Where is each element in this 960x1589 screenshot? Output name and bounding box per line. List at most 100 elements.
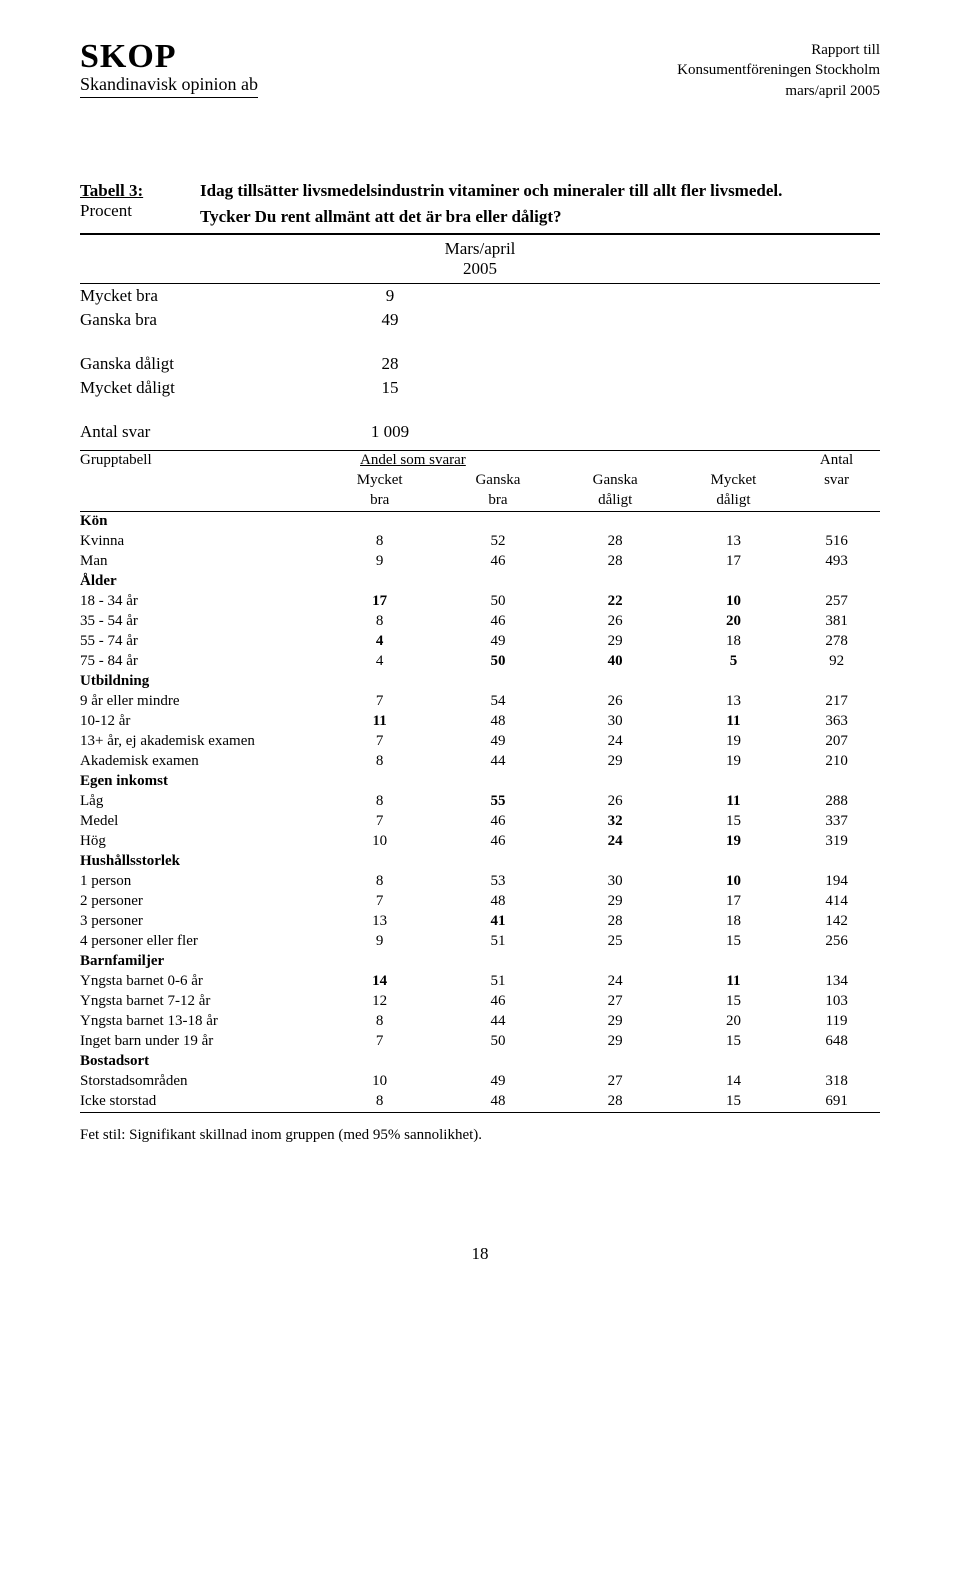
period-block: Mars/april 2005 <box>80 235 880 283</box>
cell: 18 <box>674 912 793 932</box>
brand-title: SKOP <box>80 40 258 74</box>
table-row: Inget barn under 19 år7502915648 <box>80 1032 880 1052</box>
row-label: 35 - 54 år <box>80 612 320 632</box>
cell: 29 <box>557 632 674 652</box>
cell: 13 <box>320 912 439 932</box>
section-label: Egen inkomst <box>80 772 880 792</box>
cell: 27 <box>557 1072 674 1092</box>
row-label: 18 - 34 år <box>80 592 320 612</box>
cell: 11 <box>674 712 793 732</box>
table-row: Yngsta barnet 7-12 år12462715103 <box>80 992 880 1012</box>
row-label: Yngsta barnet 0-6 år <box>80 972 320 992</box>
page-header: SKOP Skandinavisk opinion ab Rapport til… <box>80 40 880 101</box>
col-head: dåligt <box>674 491 793 512</box>
row-label: 75 - 84 år <box>80 652 320 672</box>
row-label: 2 personer <box>80 892 320 912</box>
section-header: Utbildning <box>80 672 880 692</box>
rule-bottom <box>80 1112 880 1113</box>
cell: 13 <box>674 692 793 712</box>
cell: 29 <box>557 1032 674 1052</box>
table-row: 4 personer eller fler9512515256 <box>80 932 880 952</box>
table-number-col: Tabell 3: Procent <box>80 181 200 227</box>
row-label: Kvinna <box>80 532 320 552</box>
section-header: Barnfamiljer <box>80 952 880 972</box>
cell: 7 <box>320 892 439 912</box>
cell: 10 <box>320 1072 439 1092</box>
period-line2: 2005 <box>80 259 880 279</box>
cell: 19 <box>674 752 793 772</box>
summary-table: Mycket bra9Ganska bra49 Ganska dåligt28M… <box>80 284 880 444</box>
cell: 24 <box>557 972 674 992</box>
cell: 50 <box>439 592 556 612</box>
andel-label: Andel som svarar <box>320 451 793 471</box>
cell: 48 <box>439 892 556 912</box>
cell: 17 <box>320 592 439 612</box>
cell: 54 <box>439 692 556 712</box>
table-row: 18 - 34 år17502210257 <box>80 592 880 612</box>
row-label: 3 personer <box>80 912 320 932</box>
row-label: Man <box>80 552 320 572</box>
table-row: 9 år eller mindre7542613217 <box>80 692 880 712</box>
col-head: Mycket <box>320 471 439 491</box>
table-row: Kvinna8522813516 <box>80 532 880 552</box>
table-row: 13+ år, ej akademisk examen7492419207 <box>80 732 880 752</box>
cell: 8 <box>320 752 439 772</box>
cell: 46 <box>439 812 556 832</box>
cell: 134 <box>793 972 880 992</box>
section-header: Ålder <box>80 572 880 592</box>
cell: 8 <box>320 1012 439 1032</box>
row-label: Yngsta barnet 7-12 år <box>80 992 320 1012</box>
row-label: Hög <box>80 832 320 852</box>
cell: 5 <box>674 652 793 672</box>
cell: 46 <box>439 992 556 1012</box>
cell: 7 <box>320 732 439 752</box>
cell: 51 <box>439 972 556 992</box>
summary-value: 1 009 <box>330 420 450 444</box>
cell: 46 <box>439 612 556 632</box>
table-title-row: Tabell 3: Procent Idag tillsätter livsme… <box>80 181 880 227</box>
cell: 691 <box>793 1092 880 1112</box>
table-row: 55 - 74 år4492918278 <box>80 632 880 652</box>
summary-row: Antal svar1 009 <box>80 420 880 444</box>
table-row: 2 personer7482917414 <box>80 892 880 912</box>
table-row: Storstadsområden10492714318 <box>80 1072 880 1092</box>
col-head: Ganska <box>439 471 556 491</box>
section-header: Egen inkomst <box>80 772 880 792</box>
cell: 26 <box>557 692 674 712</box>
cell: 7 <box>320 692 439 712</box>
cell: 25 <box>557 932 674 952</box>
summary-row: Ganska bra49 <box>80 308 880 332</box>
cell: 4 <box>320 632 439 652</box>
cell: 44 <box>439 1012 556 1032</box>
cell: 648 <box>793 1032 880 1052</box>
section-label: Bostadsort <box>80 1052 880 1072</box>
cell: 28 <box>557 1092 674 1112</box>
summary-value: 15 <box>330 376 450 400</box>
cell: 49 <box>439 1072 556 1092</box>
grupptabell-label: Grupptabell <box>80 451 320 471</box>
row-label: Inget barn under 19 år <box>80 1032 320 1052</box>
cell: 103 <box>793 992 880 1012</box>
section-label: Barnfamiljer <box>80 952 880 972</box>
section-label: Ålder <box>80 572 880 592</box>
cell: 46 <box>439 832 556 852</box>
cell: 14 <box>674 1072 793 1092</box>
cell: 15 <box>674 992 793 1012</box>
cell: 278 <box>793 632 880 652</box>
cell: 142 <box>793 912 880 932</box>
header-right-line1: Rapport till <box>677 40 880 60</box>
cell: 15 <box>674 1092 793 1112</box>
cell: 24 <box>557 732 674 752</box>
cell: 7 <box>320 1032 439 1052</box>
cell: 15 <box>674 1032 793 1052</box>
cell: 493 <box>793 552 880 572</box>
cell: 4 <box>320 652 439 672</box>
summary-row: Ganska dåligt28 <box>80 352 880 376</box>
cell: 15 <box>674 932 793 952</box>
cell: 8 <box>320 532 439 552</box>
cell: 30 <box>557 872 674 892</box>
col-head: Ganska <box>557 471 674 491</box>
cell: 53 <box>439 872 556 892</box>
cell: 414 <box>793 892 880 912</box>
cell: 210 <box>793 752 880 772</box>
